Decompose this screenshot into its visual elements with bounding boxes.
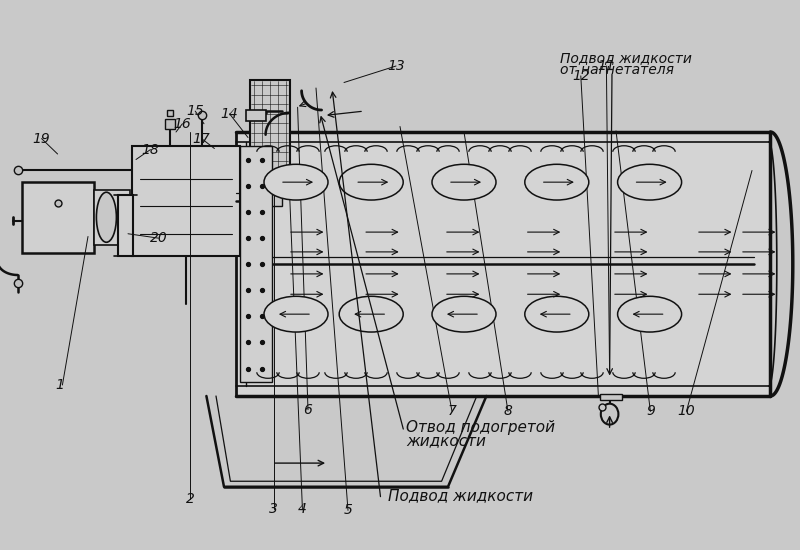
Bar (246, 110, 266, 121)
Bar (258, 194, 282, 206)
Text: 17: 17 (193, 131, 210, 146)
Bar (236, 132, 770, 396)
Text: 20: 20 (150, 231, 167, 245)
Ellipse shape (432, 296, 496, 332)
Ellipse shape (97, 192, 117, 242)
Text: 13: 13 (387, 59, 405, 73)
Text: 8: 8 (503, 404, 513, 419)
Text: 14: 14 (221, 107, 238, 121)
Text: 1: 1 (55, 378, 65, 392)
Text: 11: 11 (598, 59, 615, 73)
Text: Подвод жидкости: Подвод жидкости (388, 488, 533, 504)
Ellipse shape (339, 164, 403, 200)
Bar (254, 174, 286, 195)
Ellipse shape (618, 296, 682, 332)
Ellipse shape (339, 296, 403, 332)
Bar (94, 190, 130, 245)
Ellipse shape (525, 164, 589, 200)
Text: Подвод жидкости: Подвод жидкости (560, 51, 692, 65)
Text: Отвод подогретой: Отвод подогретой (406, 420, 555, 436)
Text: 6: 6 (303, 403, 313, 417)
Text: 4: 4 (298, 502, 307, 516)
Ellipse shape (264, 164, 328, 200)
Text: 10: 10 (678, 404, 695, 419)
Text: 19: 19 (33, 131, 50, 146)
Bar (250, 80, 290, 176)
Text: 7: 7 (447, 404, 457, 419)
Ellipse shape (525, 296, 589, 332)
Text: 16: 16 (174, 117, 191, 131)
Text: 2: 2 (186, 492, 195, 507)
Text: от нагнетателя: от нагнетателя (560, 63, 674, 78)
Ellipse shape (432, 164, 496, 200)
Bar (240, 146, 272, 382)
Text: жидкости: жидкости (406, 433, 486, 449)
Text: 12: 12 (572, 69, 590, 83)
Bar (22, 182, 94, 253)
Bar (118, 195, 133, 256)
Text: 3: 3 (269, 502, 278, 516)
Text: 5: 5 (343, 503, 353, 518)
Bar (132, 146, 240, 256)
Text: 15: 15 (186, 104, 204, 118)
Ellipse shape (601, 404, 618, 425)
Ellipse shape (618, 164, 682, 200)
Text: 9: 9 (646, 404, 655, 419)
Text: 18: 18 (142, 142, 159, 157)
Ellipse shape (264, 296, 328, 332)
Bar (600, 394, 622, 400)
